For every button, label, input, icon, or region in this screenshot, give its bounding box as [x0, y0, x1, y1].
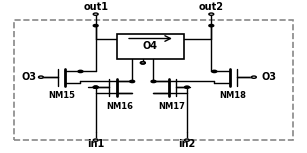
Circle shape [93, 86, 98, 88]
Text: out2: out2 [199, 2, 224, 12]
Circle shape [93, 13, 98, 15]
FancyBboxPatch shape [117, 34, 184, 59]
Circle shape [93, 86, 98, 88]
Text: in2: in2 [178, 139, 196, 149]
Text: out1: out1 [83, 2, 108, 12]
Circle shape [140, 62, 145, 64]
Circle shape [38, 76, 43, 78]
Circle shape [78, 70, 83, 73]
Text: O4: O4 [143, 41, 158, 51]
Circle shape [93, 24, 98, 27]
Circle shape [212, 70, 217, 73]
Circle shape [93, 139, 98, 141]
Text: O3: O3 [21, 72, 36, 82]
Circle shape [209, 24, 214, 27]
Circle shape [185, 139, 189, 141]
Text: in1: in1 [87, 139, 104, 149]
Circle shape [185, 86, 189, 88]
Circle shape [151, 80, 156, 83]
Text: NM16: NM16 [107, 101, 134, 110]
Circle shape [140, 62, 145, 64]
Text: NM15: NM15 [49, 91, 76, 101]
Circle shape [130, 80, 135, 83]
Circle shape [251, 76, 256, 78]
Text: NM17: NM17 [158, 101, 185, 110]
Circle shape [209, 13, 214, 15]
Text: O3: O3 [262, 72, 277, 82]
Text: NM18: NM18 [219, 91, 246, 101]
